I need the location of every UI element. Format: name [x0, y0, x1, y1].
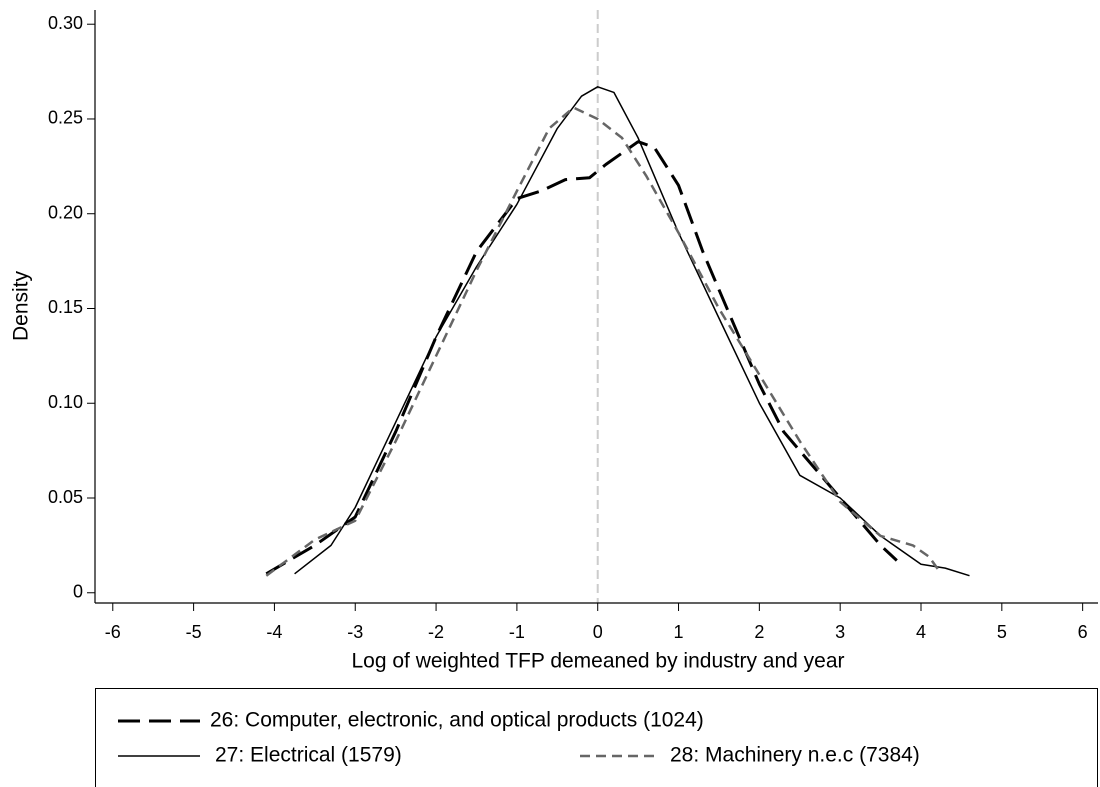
x-tick-label: -5 — [186, 622, 202, 642]
y-axis-title: Density — [10, 270, 33, 341]
y-tick-label: 0.05 — [48, 487, 83, 507]
x-tick-label: 1 — [674, 622, 684, 642]
legend-label: 28: Machinery n.e.c (7384) — [670, 744, 920, 767]
legend-box — [95, 688, 1098, 787]
x-tick-label: -1 — [509, 622, 525, 642]
y-tick-label: 0.10 — [48, 392, 83, 412]
density-line — [265, 106, 943, 577]
x-tick-label: 3 — [835, 622, 845, 642]
x-tick-label: 0 — [593, 622, 603, 642]
x-tick-label: 4 — [916, 622, 926, 642]
density-line — [265, 140, 898, 576]
density-line — [294, 86, 970, 577]
x-tick-label: 6 — [1078, 622, 1088, 642]
x-tick-label: 5 — [997, 622, 1007, 642]
y-tick-label: 0.25 — [48, 108, 83, 128]
x-tick-label: 2 — [754, 622, 764, 642]
x-axis-title: Log of weighted TFP demeaned by industry… — [351, 650, 844, 673]
y-tick-label: 0 — [73, 582, 83, 602]
legend-label: 27: Electrical (1579) — [215, 744, 402, 767]
y-tick-label: 0.15 — [48, 297, 83, 317]
y-tick-label: 0.20 — [48, 202, 83, 222]
x-tick-label: -3 — [347, 622, 363, 642]
y-tick-label: 0.30 — [48, 13, 83, 33]
x-tick-label: -6 — [105, 622, 121, 642]
x-tick-label: -2 — [428, 622, 444, 642]
legend-label: 26: Computer, electronic, and optical pr… — [210, 709, 704, 732]
x-tick-label: -4 — [266, 622, 282, 642]
